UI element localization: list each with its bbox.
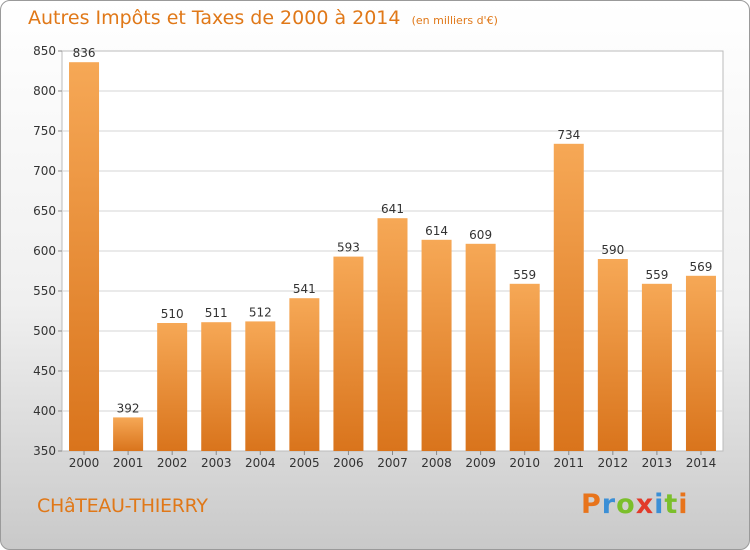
x-tick-label: 2005 — [289, 456, 320, 470]
bar-value-label: 641 — [381, 202, 404, 216]
logo-letter: o — [616, 489, 636, 520]
logo-letter: r — [601, 489, 617, 520]
bar-value-label: 569 — [690, 260, 713, 274]
bar — [465, 243, 496, 451]
bar-value-label: 510 — [161, 307, 184, 321]
y-tick-label: 400 — [33, 404, 56, 418]
x-tick-label: 2013 — [642, 456, 673, 470]
bar — [157, 323, 188, 451]
y-tick-label: 800 — [33, 84, 56, 98]
bar — [421, 239, 452, 451]
y-tick-label: 750 — [33, 124, 56, 138]
logo-letter: x — [635, 489, 655, 520]
bar — [553, 143, 584, 452]
x-tick-label: 2012 — [598, 456, 629, 470]
x-tick-label: 2011 — [553, 456, 584, 470]
x-tick-label: 2008 — [421, 456, 452, 470]
bar — [201, 322, 232, 451]
bar — [641, 283, 672, 451]
chart-subtitle: (en milliers d'€) — [411, 14, 498, 27]
x-tick-label: 2003 — [201, 456, 232, 470]
x-tick-label: 2006 — [333, 456, 364, 470]
x-tick-label: 2014 — [686, 456, 717, 470]
bar — [685, 275, 716, 451]
bar-value-label: 512 — [249, 305, 272, 319]
commune-name: CHâTEAU-THIERRY — [37, 495, 208, 517]
y-tick-label: 700 — [33, 164, 56, 178]
y-tick-label: 500 — [33, 324, 56, 338]
chart-title-block: Autres Impôts et Taxes de 2000 à 2014 (e… — [28, 7, 498, 29]
y-tick-label: 550 — [33, 284, 56, 298]
bar — [245, 321, 276, 451]
bar — [113, 417, 144, 451]
bar — [597, 259, 628, 451]
x-axis-ticks: 2000 2001 2002 2003 2004 2005 2006 2007 2008 2009… — [69, 451, 716, 470]
bar-value-label: 511 — [205, 306, 228, 320]
x-tick-label: 2010 — [509, 456, 540, 470]
bar-value-label: 614 — [425, 224, 448, 238]
x-tick-label: 2002 — [157, 456, 188, 470]
x-tick-label: 2001 — [113, 456, 144, 470]
y-axis-ticks: 350 400 450 500 550 600 650 700 750 800 850 — [33, 44, 62, 458]
bar — [289, 298, 320, 451]
x-tick-label: 2004 — [245, 456, 276, 470]
bar — [333, 256, 364, 451]
x-tick-label: 2000 — [69, 456, 100, 470]
proxiti-logo: Proxiti — [581, 489, 689, 520]
bar-value-label: 559 — [645, 268, 668, 282]
bars — [69, 62, 716, 452]
logo-letter: P — [581, 489, 602, 520]
value-labels: 836 392 510 511 512 541 593 641 614 609 559 734 590 5… — [73, 46, 713, 415]
y-tick-label: 850 — [33, 44, 56, 58]
y-tick-label: 350 — [33, 444, 56, 458]
bar-value-label: 590 — [601, 243, 624, 257]
bar — [377, 218, 408, 451]
bar-value-label: 541 — [293, 282, 316, 296]
y-tick-label: 450 — [33, 364, 56, 378]
logo-letter: t — [664, 489, 679, 520]
bar-value-label: 593 — [337, 241, 360, 255]
bar — [509, 283, 540, 451]
logo-letter: i — [678, 489, 689, 520]
bar-value-label: 559 — [513, 268, 536, 282]
bar-value-label: 734 — [557, 128, 580, 142]
x-tick-label: 2009 — [465, 456, 496, 470]
bar — [69, 62, 100, 451]
bar-value-label: 836 — [73, 46, 96, 60]
bar-value-label: 392 — [117, 401, 140, 415]
chart-title: Autres Impôts et Taxes de 2000 à 2014 — [28, 7, 401, 29]
logo-letter: i — [654, 489, 665, 520]
y-tick-label: 650 — [33, 204, 56, 218]
y-tick-label: 600 — [33, 244, 56, 258]
x-tick-label: 2007 — [377, 456, 408, 470]
bar-value-label: 609 — [469, 228, 492, 242]
